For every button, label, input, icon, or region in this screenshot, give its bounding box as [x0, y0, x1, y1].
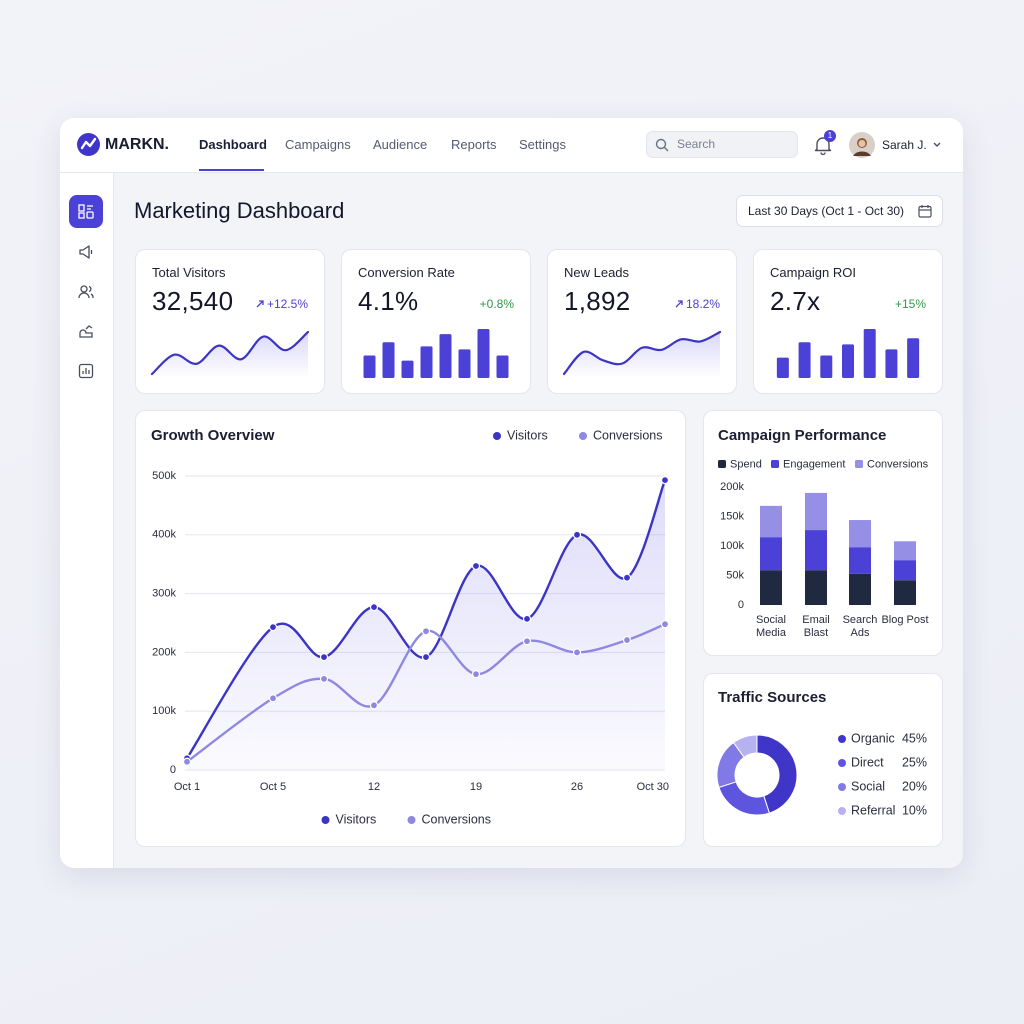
- nav-active-underline: [199, 169, 264, 171]
- sparkline-bar: [458, 349, 471, 378]
- sidebar-analytics-icon[interactable]: [77, 362, 95, 380]
- sidebar: [60, 173, 114, 868]
- kpi-label: New Leads: [564, 265, 630, 280]
- kpi-card: New Leads 1,892 18.2%: [547, 249, 737, 394]
- sparkline: [776, 329, 920, 378]
- sparkline-bar: [776, 357, 789, 378]
- kpi-card: Conversion Rate 4.1% +0.8%: [341, 249, 531, 394]
- kpi-value: 32,540: [152, 286, 234, 316]
- trend-arrow-shape: [256, 300, 264, 308]
- sparkline-line: [562, 330, 722, 376]
- sparkline: [363, 329, 509, 378]
- top-bar: [60, 118, 963, 173]
- kpi-label: Total Visitors: [152, 265, 226, 280]
- x-tick-label: Search Ads: [842, 614, 878, 639]
- sidebar-audience-icon[interactable]: [77, 283, 95, 301]
- brand-logo: [77, 133, 100, 156]
- sidebar-campaigns-icon[interactable]: [77, 243, 95, 261]
- kpi-change-text: +0.8%: [479, 297, 514, 311]
- sparkline-bar: [907, 338, 920, 378]
- sparkline-bar: [401, 360, 414, 378]
- campaign-title: Campaign Performance: [718, 427, 887, 444]
- sparkline-bar: [820, 355, 833, 378]
- search-icon: [655, 138, 669, 152]
- search-box[interactable]: Search: [646, 131, 798, 158]
- sparkline-line: [150, 330, 310, 376]
- nav-item[interactable]: Dashboard: [199, 137, 267, 152]
- kpi-change: +15%: [895, 297, 926, 311]
- kpi-card: Total Visitors 32,540 +12.5%: [135, 249, 325, 394]
- sidebar-dashboard-button[interactable]: [69, 195, 103, 228]
- sparkline-bar: [496, 355, 509, 378]
- trend-arrow: [675, 300, 683, 308]
- nav-item[interactable]: Settings: [519, 137, 566, 152]
- x-tick-label: Blog Post: [881, 614, 929, 626]
- sparkline-bar: [420, 346, 433, 378]
- sparkline-bar: [842, 344, 854, 378]
- kpi-change: +0.8%: [480, 297, 514, 311]
- dashboard-icon: [78, 204, 94, 219]
- trend-arrow-shape: [675, 300, 683, 308]
- kpi-change-text: +12.5%: [266, 297, 308, 311]
- kpi-change-text: +15%: [894, 297, 926, 311]
- kpi-change: +12.5%: [255, 297, 308, 311]
- sparkline-area: [564, 332, 720, 378]
- x-tick-label: Social Media: [756, 614, 786, 639]
- sparkline-bar: [363, 355, 376, 378]
- trend-arrow: [256, 300, 264, 308]
- kpi-card: Campaign ROI 2.7x +15%: [753, 249, 943, 394]
- user-avatar[interactable]: [849, 132, 875, 158]
- sparkline-area: [152, 332, 308, 378]
- x-tick-label: Email Blast: [802, 614, 830, 639]
- date-range-picker[interactable]: Last 30 Days (Oct 1 - Oct 30): [736, 195, 943, 227]
- growth-title: Growth Overview: [151, 427, 275, 444]
- sparkline: [150, 330, 310, 378]
- kpi-value: 2.7x: [770, 286, 821, 316]
- nav-item[interactable]: Campaigns: [285, 137, 351, 152]
- sidebar-reports-icon[interactable]: [77, 323, 95, 341]
- user-menu-chevron[interactable]: [932, 140, 942, 150]
- sparkline-bar: [439, 334, 452, 378]
- sparkline-bar: [798, 342, 811, 378]
- traffic-title: Traffic Sources: [718, 689, 827, 706]
- sparkline-bar: [885, 349, 898, 378]
- user-name[interactable]: Sarah J.: [882, 138, 927, 152]
- date-range-text: Last 30 Days (Oct 1 - Oct 30): [748, 204, 905, 218]
- page-title: Marketing Dashboard: [134, 198, 345, 223]
- sparkline-bar: [382, 342, 395, 378]
- kpi-value: 1,892: [564, 286, 631, 316]
- brand-name: MARKN.: [105, 136, 169, 153]
- kpi-value: 4.1%: [358, 286, 419, 316]
- nav-item[interactable]: Audience: [373, 137, 428, 152]
- kpi-label: Campaign ROI: [770, 265, 856, 280]
- kpi-label: Conversion Rate: [358, 265, 455, 280]
- notification-badge: 1: [824, 130, 836, 142]
- nav-item[interactable]: Reports: [451, 137, 497, 152]
- calendar-icon: [918, 205, 932, 218]
- sparkline-bar: [477, 329, 490, 378]
- sparkline-bar: [863, 329, 876, 378]
- search-placeholder: Search: [677, 137, 716, 151]
- sparkline: [562, 330, 722, 378]
- kpi-change-text: 18.2%: [685, 297, 720, 311]
- kpi-change: 18.2%: [674, 297, 720, 311]
- growth-card: [135, 410, 686, 847]
